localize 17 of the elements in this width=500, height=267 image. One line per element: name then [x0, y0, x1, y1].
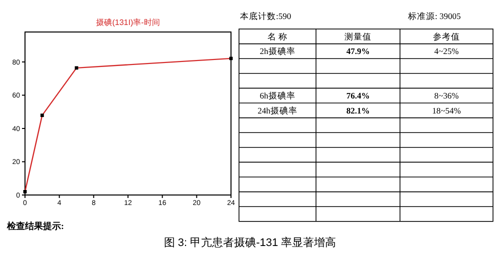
text: 本底计数:590	[240, 11, 292, 21]
text: 检查结果提示:	[6, 221, 64, 231]
chart-title: 摄碘(131I)率-时间	[96, 18, 160, 27]
text: 测量值	[344, 31, 372, 42]
data-label: 76.4%	[346, 90, 370, 101]
category-label: 2h摄碘率	[260, 46, 296, 56]
data-label: 47.9%	[346, 46, 370, 56]
text: 标准源: 39005	[407, 11, 461, 21]
category-label: 6h摄碘率	[260, 90, 296, 101]
category-label: 24h摄碘率	[258, 105, 298, 116]
data-label: 8~36%	[434, 90, 459, 101]
data-label: 18~54%	[432, 105, 461, 116]
data-label: 82.1%	[346, 105, 370, 116]
text: 参考值	[433, 31, 460, 42]
text: 名 称	[267, 31, 288, 42]
data-label: 4~25%	[434, 46, 459, 56]
caption: 图 3: 甲亢患者摄碘-131 率显著增高	[164, 236, 336, 249]
